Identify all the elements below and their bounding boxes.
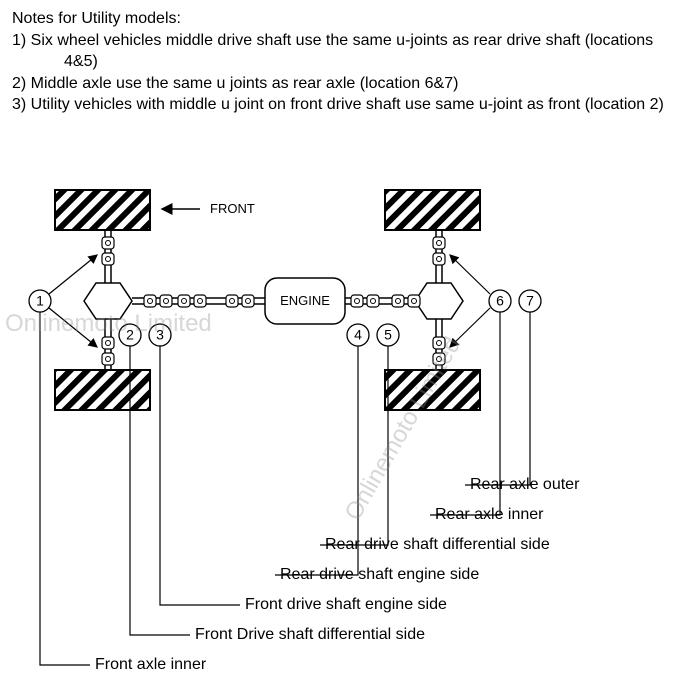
leader-line [160, 346, 240, 605]
callout-1: Front axle inner [95, 656, 207, 673]
note-2: 2) Middle axle use the same u joints as … [12, 73, 688, 95]
pointer-arrow [49, 255, 97, 294]
pointer-arrow [450, 255, 490, 294]
num-label-4: 4 [354, 327, 362, 343]
front-label: FRONT [210, 201, 255, 216]
num-label-6: 6 [496, 293, 504, 309]
notes-block: Notes for Utility models: 1) Six wheel v… [0, 0, 700, 116]
num-label-3: 3 [156, 327, 164, 343]
leader-line [40, 312, 90, 665]
notes-title: Notes for Utility models: [12, 8, 688, 30]
callout-6: Rear axle inner [435, 506, 544, 523]
callout-2: Front Drive shaft differential side [195, 626, 425, 643]
pointer-arrow [49, 308, 97, 347]
drivetrain-diagram: ENGINE FRONT 1 2 3 4 5 6 7 Front axle inner Front … [0, 165, 700, 700]
num-label-7: 7 [526, 293, 534, 309]
num-label-1: 1 [36, 293, 44, 309]
wheel [55, 370, 150, 410]
wheel [55, 190, 150, 230]
differential [84, 283, 132, 319]
note-3: 3) Utility vehicles with middle u joint … [12, 94, 688, 116]
diagram-svg: ENGINE FRONT 1 2 3 4 5 6 7 Front axle inner Front … [0, 165, 700, 700]
num-label-5: 5 [384, 327, 392, 343]
callout-7: Rear axle outer [470, 476, 580, 493]
note-1: 1) Six wheel vehicles middle drive shaft… [12, 30, 688, 73]
callout-4: Rear drive shaft engine side [280, 566, 479, 583]
num-label-2: 2 [126, 327, 134, 343]
differential [415, 283, 463, 319]
pointer-arrow [450, 308, 490, 347]
wheel [385, 190, 480, 230]
wheel [385, 370, 480, 410]
engine-label: ENGINE [280, 293, 330, 308]
callout-5: Rear drive shaft differential side [325, 536, 550, 553]
callout-3: Front drive shaft engine side [245, 596, 447, 613]
leader-line [320, 346, 388, 545]
